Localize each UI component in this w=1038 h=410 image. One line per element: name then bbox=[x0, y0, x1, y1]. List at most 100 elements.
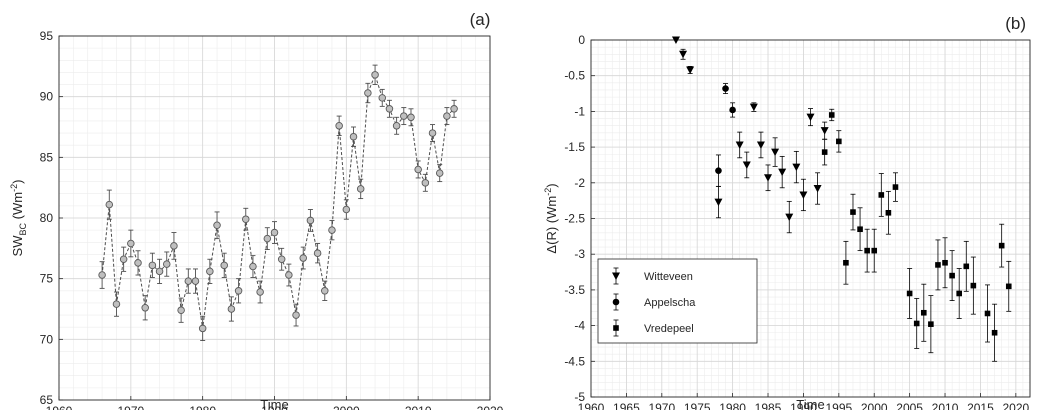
data-point-witteveen bbox=[742, 161, 751, 169]
data-point bbox=[392, 122, 401, 130]
y-label-sub: BC bbox=[18, 222, 28, 235]
panel-a: 1960 1970 1980 1990 2000 2010 2020 65 70 75 80 85 90… bbox=[9, 10, 504, 410]
y-tick-label: 65 bbox=[40, 393, 54, 407]
y-tick-label: 70 bbox=[40, 332, 54, 346]
data-point bbox=[170, 242, 178, 250]
panel-b: 1960 1965 1970 1975 1980 1985 1990 1995 2000 2005… bbox=[543, 14, 1031, 410]
x-tick-label: 2000 bbox=[861, 401, 888, 410]
data-point bbox=[400, 112, 408, 120]
data-point-vredepeel bbox=[998, 242, 1005, 249]
data-point-appelscha bbox=[722, 85, 729, 92]
x-tick-label: 2020 bbox=[477, 404, 504, 410]
x-tick-label: 1965 bbox=[613, 401, 640, 410]
x-tick-label: 2005 bbox=[896, 401, 923, 410]
data-point bbox=[414, 165, 422, 174]
data-point-witteveen bbox=[749, 103, 758, 112]
y-tick-label: -3.5 bbox=[564, 283, 585, 297]
y-label-close: ) bbox=[544, 183, 559, 187]
data-point-vredepeel bbox=[920, 309, 927, 316]
y-label-close: ) bbox=[10, 180, 25, 184]
data-point-vredepeel bbox=[949, 272, 955, 279]
data-point-vredepeel bbox=[928, 321, 934, 327]
x-tick-label: 1980 bbox=[189, 404, 216, 410]
data-point-vredepeel bbox=[843, 259, 849, 266]
data-point bbox=[119, 255, 128, 264]
x-tick-label: 2020 bbox=[1002, 401, 1029, 410]
data-point-vredepeel bbox=[864, 247, 870, 254]
data-point bbox=[356, 185, 365, 193]
data-point bbox=[191, 277, 200, 285]
y-label-main: Δ(R) (Wm bbox=[544, 196, 559, 254]
y-axis-label-a: SWBC (Wm-2) bbox=[9, 180, 28, 257]
data-point bbox=[220, 261, 228, 270]
data-point bbox=[364, 89, 372, 97]
x-tick-label: 1985 bbox=[755, 401, 782, 410]
data-point-vredepeel bbox=[913, 320, 920, 327]
y-tick-label: -1 bbox=[574, 104, 585, 118]
data-point-vredepeel bbox=[878, 192, 885, 198]
data-point-vredepeel bbox=[892, 184, 899, 190]
data-point bbox=[162, 260, 171, 268]
y-tick-label: 85 bbox=[40, 150, 54, 164]
data-point-witteveen bbox=[813, 185, 822, 193]
data-point bbox=[213, 221, 221, 230]
data-point-vredepeel bbox=[935, 262, 941, 268]
data-point-witteveen bbox=[764, 174, 773, 182]
data-point-witteveen bbox=[799, 191, 808, 199]
data-point bbox=[184, 277, 193, 285]
data-point bbox=[155, 267, 164, 276]
data-point-vredepeel bbox=[850, 209, 856, 215]
legend: Witteveen Appelscha Vredepeel bbox=[597, 258, 758, 344]
data-point-vredepeel bbox=[991, 329, 998, 336]
data-point bbox=[378, 94, 387, 102]
data-point bbox=[98, 271, 106, 279]
data-point bbox=[270, 228, 279, 237]
panel-label-a: (a) bbox=[470, 10, 491, 29]
data-point bbox=[256, 288, 264, 296]
data-point bbox=[227, 305, 236, 313]
y-label-unit: (Wm bbox=[10, 192, 25, 223]
y-label-sup: -2 bbox=[543, 188, 553, 196]
x-axis-label-a: Time bbox=[260, 397, 288, 410]
data-point bbox=[349, 132, 358, 141]
y-tick-label: 0 bbox=[578, 33, 585, 47]
x-tick-label: 2010 bbox=[932, 401, 959, 410]
data-point-witteveen bbox=[671, 36, 680, 44]
data-point-vredepeel bbox=[871, 247, 878, 254]
data-point-vredepeel bbox=[885, 209, 892, 216]
data-point bbox=[428, 129, 437, 137]
data-point-witteveen bbox=[714, 198, 723, 207]
data-point bbox=[450, 105, 458, 113]
data-point bbox=[134, 259, 142, 267]
data-point bbox=[313, 249, 322, 257]
data-point bbox=[292, 311, 300, 319]
x-tick-label: 1980 bbox=[719, 401, 746, 410]
y-axis-label-b: Δ(R) (Wm-2) bbox=[543, 183, 559, 253]
y-label-main: SW bbox=[10, 235, 25, 257]
data-point-vredepeel bbox=[828, 112, 835, 118]
series-appelscha bbox=[715, 83, 736, 187]
data-point bbox=[407, 113, 415, 122]
x-tick-label: 2015 bbox=[967, 401, 994, 410]
y-tick-label: -1.5 bbox=[564, 140, 585, 154]
y-tick-label: 80 bbox=[40, 211, 54, 225]
data-point-witteveen bbox=[735, 141, 744, 149]
data-point-witteveen bbox=[820, 127, 829, 135]
data-point-witteveen bbox=[679, 50, 688, 59]
y-tick-label: -0.5 bbox=[564, 69, 585, 83]
data-point bbox=[421, 179, 430, 187]
data-point-appelscha bbox=[715, 167, 722, 174]
data-point-vredepeel bbox=[906, 290, 913, 297]
x-axis-label-b: Time bbox=[796, 397, 824, 410]
data-point-vredepeel bbox=[956, 290, 962, 297]
data-point-witteveen bbox=[792, 163, 801, 172]
data-point bbox=[443, 112, 451, 120]
data-point-vredepeel bbox=[984, 310, 991, 317]
y-tick-label: 90 bbox=[40, 90, 54, 104]
x-tick-label: 1960 bbox=[46, 404, 73, 410]
x-tick-label: 2000 bbox=[333, 404, 360, 410]
data-point-witteveen bbox=[785, 213, 794, 222]
series-vredepeel bbox=[821, 108, 1012, 362]
data-point bbox=[263, 234, 272, 243]
data-point-vredepeel bbox=[836, 138, 842, 145]
